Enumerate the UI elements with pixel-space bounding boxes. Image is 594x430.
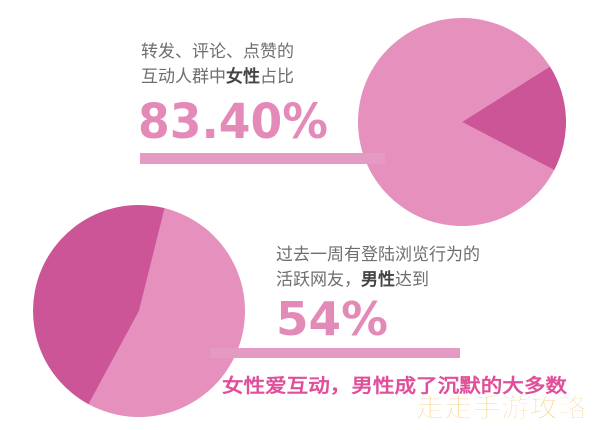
- pie-chart-male-share: [33, 205, 246, 418]
- chart2-title-prefix: 活跃网友，: [276, 270, 361, 290]
- pie2-slice-major: [88, 208, 246, 418]
- chart1-title-bold: 女性: [226, 66, 260, 87]
- chart1-title-prefix: 互动人群中: [141, 67, 226, 87]
- chart1-value-label: 83.40%: [138, 94, 328, 150]
- chart2-title-line1: 过去一周有登陆浏览行为的: [276, 245, 480, 265]
- chart2-title-line2: 活跃网友，男性达到: [276, 269, 429, 290]
- chart2-title-suffix: 达到: [395, 270, 429, 290]
- divider-bar-bottom: [210, 348, 460, 358]
- chart1-title-line1: 转发、评论、点赞的: [141, 42, 294, 62]
- pie1-slice-minor: [462, 66, 567, 171]
- pie2-slice-minor: [33, 205, 165, 405]
- chart1-title-suffix: 占比: [260, 67, 294, 87]
- pie-chart-female-share: [358, 17, 567, 226]
- divider-bar-top: [140, 153, 385, 164]
- watermark-text: 走走手游攻略: [416, 393, 587, 424]
- chart1-title-line2: 互动人群中女性占比: [141, 66, 294, 87]
- caption-text: 女性爱互动，男性成了沉默的大多数: [222, 374, 568, 397]
- chart2-value-label: 54%: [276, 292, 388, 346]
- chart2-title-bold: 男性: [361, 269, 395, 290]
- pie1-slice-major: [358, 17, 555, 226]
